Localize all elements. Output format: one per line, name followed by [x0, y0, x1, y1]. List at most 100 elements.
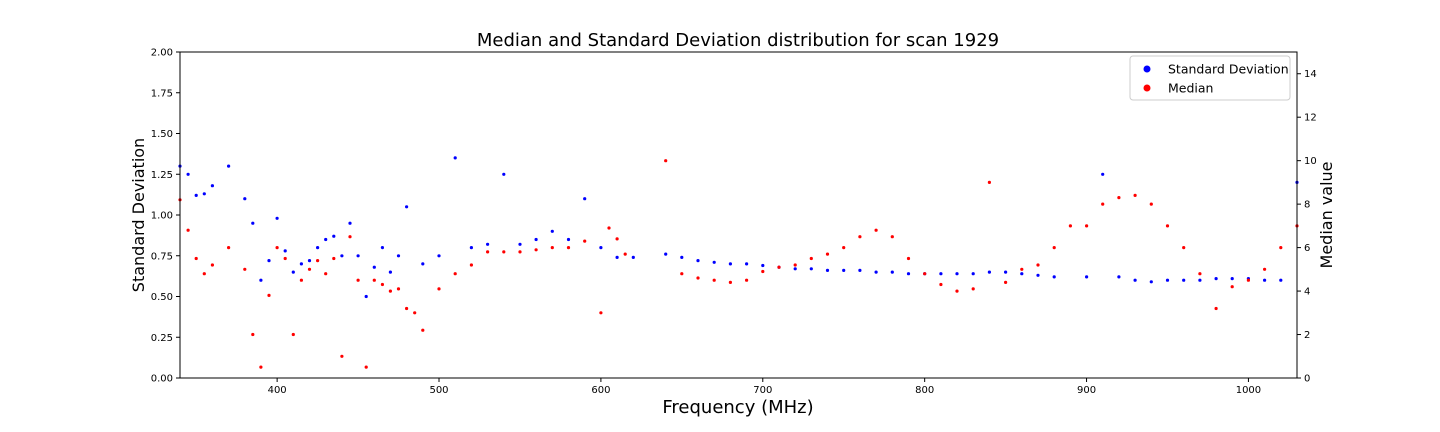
data-point [372, 278, 376, 282]
data-point [396, 287, 401, 291]
data-point [267, 259, 271, 263]
data-point [906, 256, 911, 261]
data-point [283, 256, 287, 261]
data-point [291, 270, 295, 274]
data-point [664, 252, 668, 256]
data-point [348, 235, 352, 239]
data-point [745, 262, 749, 266]
data-point [1182, 278, 1186, 282]
data-point [825, 268, 830, 272]
data-point [890, 270, 894, 274]
data-point [267, 293, 271, 297]
x-tick-label: 1000 [1236, 385, 1261, 396]
data-point [939, 282, 943, 287]
data-point [1085, 275, 1089, 279]
data-point [413, 311, 417, 315]
legend-marker-median [1143, 84, 1151, 92]
data-point [518, 250, 522, 254]
plot-points [178, 156, 1299, 369]
data-point [299, 278, 303, 282]
y2-tick-label: 8 [1304, 200, 1310, 211]
data-point [324, 272, 328, 276]
y-tick-label: 1.50 [151, 129, 173, 140]
y-tick-label: 2.00 [151, 48, 173, 59]
data-point [453, 272, 457, 276]
data-point [486, 250, 490, 254]
data-point [1020, 267, 1024, 271]
data-point [1149, 202, 1153, 206]
data-point [1214, 277, 1218, 281]
y2-tick-label: 4 [1304, 287, 1310, 298]
y2-tick-label: 10 [1304, 156, 1317, 167]
data-point [793, 263, 797, 267]
x-tick-label: 600 [591, 385, 610, 396]
data-point [283, 249, 287, 253]
data-point [1004, 280, 1008, 284]
data-point [388, 289, 392, 293]
data-point [1198, 278, 1202, 282]
y-tick-label: 0.00 [151, 374, 173, 385]
x-tick-label: 500 [429, 385, 448, 396]
data-point [469, 263, 473, 267]
y-tick-label: 1.00 [151, 211, 173, 222]
data-point [1101, 202, 1105, 206]
data-point [745, 278, 749, 282]
data-point [469, 246, 473, 250]
data-point [380, 282, 384, 287]
data-point [1052, 275, 1056, 279]
x-tick-label: 700 [753, 385, 772, 396]
data-point [680, 272, 684, 276]
data-point [210, 184, 214, 188]
data-point [664, 159, 668, 163]
data-point [186, 172, 190, 176]
data-point [1214, 306, 1218, 311]
data-point [534, 248, 538, 252]
data-point [1263, 278, 1267, 282]
data-point [607, 226, 611, 230]
y2-tick-label: 2 [1304, 330, 1310, 341]
x-tick-label: 400 [268, 385, 287, 396]
y-tick-label: 0.75 [151, 251, 173, 262]
data-point [1279, 246, 1283, 250]
data-point [194, 193, 198, 197]
data-point [324, 237, 328, 242]
data-point [348, 221, 352, 225]
data-point [615, 237, 619, 241]
data-point [202, 272, 206, 276]
data-point [251, 332, 255, 337]
data-point [550, 246, 554, 250]
data-point [453, 156, 457, 160]
data-point [971, 287, 975, 291]
data-point [1117, 196, 1121, 200]
legend: Standard Deviation Median [1129, 55, 1291, 101]
data-point [728, 280, 733, 284]
x-tick-label: 900 [1077, 385, 1096, 396]
data-point [1052, 246, 1056, 250]
data-point [550, 229, 554, 233]
data-point [761, 269, 765, 274]
data-point [1101, 172, 1105, 176]
data-point [380, 246, 384, 250]
data-point [623, 252, 627, 256]
x-tick-label: 800 [915, 385, 934, 396]
data-point [332, 234, 336, 238]
data-point [502, 172, 506, 176]
data-point [566, 246, 571, 250]
data-point [396, 254, 401, 258]
plot-frame [179, 51, 1298, 379]
data-point [437, 254, 441, 258]
data-point [566, 237, 571, 242]
data-point [728, 262, 733, 266]
data-point [955, 272, 959, 276]
data-point [251, 221, 255, 225]
data-point [1117, 275, 1121, 279]
data-point [1198, 272, 1202, 276]
series-standard-deviation [178, 156, 1299, 299]
data-point [227, 164, 231, 168]
data-point [599, 246, 603, 250]
data-point [332, 256, 336, 261]
y2-tick-label: 6 [1304, 243, 1310, 254]
data-point [502, 250, 506, 254]
